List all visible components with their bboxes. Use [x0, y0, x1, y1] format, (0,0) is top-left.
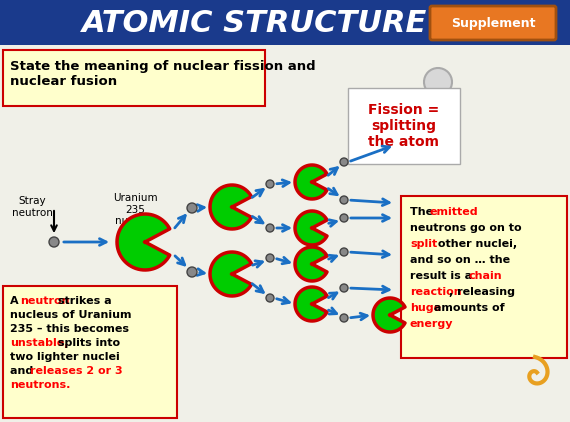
Text: two lighter nuclei: two lighter nuclei: [10, 352, 120, 362]
Circle shape: [266, 180, 274, 188]
Text: Supplement: Supplement: [451, 16, 535, 30]
Text: nucleus of Uranium: nucleus of Uranium: [10, 310, 132, 320]
FancyBboxPatch shape: [3, 286, 177, 418]
FancyBboxPatch shape: [348, 88, 460, 164]
Polygon shape: [117, 214, 170, 270]
Text: and: and: [10, 366, 37, 376]
Text: unstable,: unstable,: [10, 338, 68, 348]
Polygon shape: [210, 185, 251, 229]
Text: neutrons go on to: neutrons go on to: [410, 223, 522, 233]
Circle shape: [424, 68, 452, 96]
Text: The: The: [410, 207, 437, 217]
Polygon shape: [295, 247, 327, 281]
Text: 235 – this becomes: 235 – this becomes: [10, 324, 129, 334]
Circle shape: [266, 254, 274, 262]
Text: ATOMIC STRUCTURE: ATOMIC STRUCTURE: [82, 8, 428, 38]
Circle shape: [266, 224, 274, 232]
Circle shape: [187, 267, 197, 277]
Text: emitted: emitted: [430, 207, 478, 217]
Circle shape: [340, 284, 348, 292]
Circle shape: [340, 214, 348, 222]
Polygon shape: [210, 252, 251, 296]
Text: Uranium
235
nucleus: Uranium 235 nucleus: [113, 193, 157, 226]
Polygon shape: [295, 287, 327, 321]
Circle shape: [340, 196, 348, 204]
Text: State the meaning of nuclear fission and
nuclear fusion: State the meaning of nuclear fission and…: [10, 60, 316, 88]
Text: other nuclei,: other nuclei,: [434, 239, 518, 249]
Text: and so on … the: and so on … the: [410, 255, 510, 265]
Text: Stray
neutron: Stray neutron: [11, 196, 52, 218]
Text: chain: chain: [469, 271, 502, 281]
Circle shape: [49, 237, 59, 247]
Text: strikes a: strikes a: [54, 296, 112, 306]
Circle shape: [340, 248, 348, 256]
Text: splits into: splits into: [54, 338, 120, 348]
Circle shape: [266, 294, 274, 302]
Text: A: A: [10, 296, 22, 306]
Polygon shape: [295, 211, 327, 245]
Text: , releasing: , releasing: [449, 287, 515, 297]
Text: amounts of: amounts of: [430, 303, 504, 313]
FancyBboxPatch shape: [401, 196, 567, 358]
FancyBboxPatch shape: [0, 0, 570, 45]
Text: releases 2 or 3: releases 2 or 3: [30, 366, 122, 376]
Text: energy: energy: [410, 319, 454, 329]
Circle shape: [340, 314, 348, 322]
Text: Fission =
splitting
the atom: Fission = splitting the atom: [368, 103, 439, 149]
Text: neutron: neutron: [20, 296, 70, 306]
Text: huge: huge: [410, 303, 441, 313]
Circle shape: [187, 203, 197, 213]
FancyBboxPatch shape: [3, 50, 265, 106]
Polygon shape: [295, 165, 327, 199]
Text: result is a: result is a: [410, 271, 476, 281]
Polygon shape: [373, 298, 405, 332]
Text: neutrons.: neutrons.: [10, 380, 70, 390]
FancyBboxPatch shape: [430, 6, 556, 40]
Circle shape: [340, 158, 348, 166]
Text: reaction: reaction: [410, 287, 462, 297]
Text: split: split: [410, 239, 437, 249]
